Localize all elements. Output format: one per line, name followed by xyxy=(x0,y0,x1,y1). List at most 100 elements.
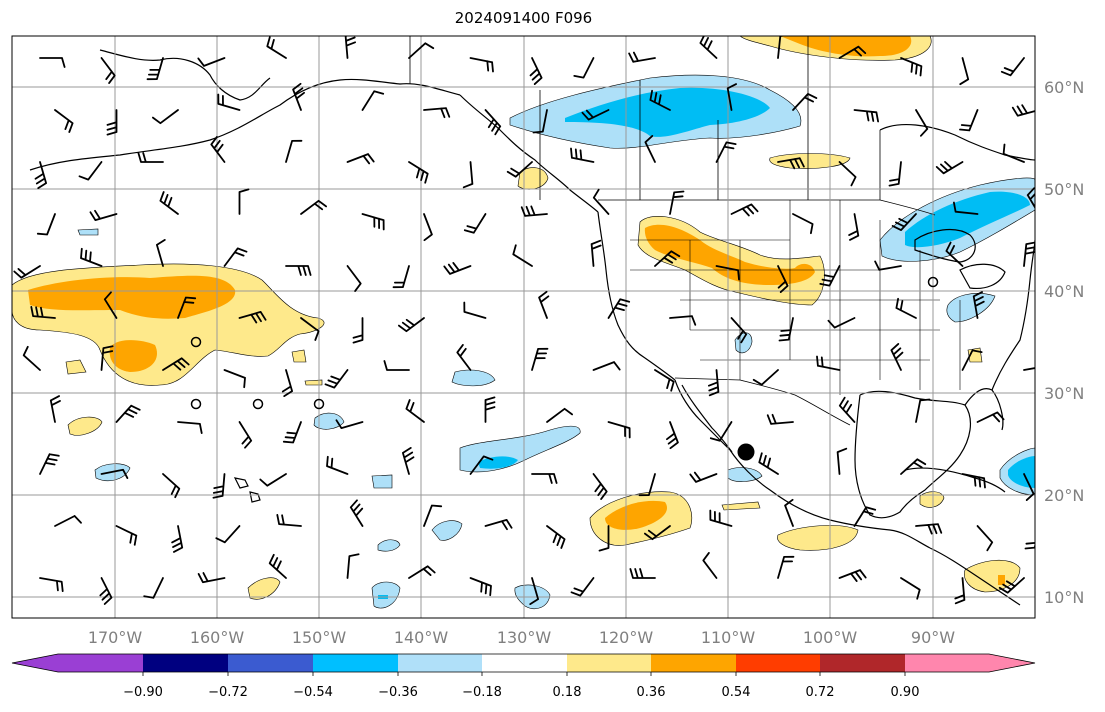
positive-anomaly-region xyxy=(919,491,945,508)
colorbar-tick-label: 0.72 xyxy=(806,685,835,700)
alaska-coastline xyxy=(99,49,271,101)
wind-barb xyxy=(100,57,116,84)
wind-barb xyxy=(162,473,181,499)
wind-barb xyxy=(215,525,241,544)
wind-barb xyxy=(709,509,733,527)
wind-barb xyxy=(853,506,877,527)
wind-barb xyxy=(900,458,927,475)
wind-barb xyxy=(1039,302,1062,318)
wind-barb xyxy=(848,213,860,241)
wind-barb xyxy=(276,514,302,527)
wind-barb xyxy=(54,515,82,527)
wind-barb xyxy=(456,344,472,371)
wind-barb xyxy=(689,471,718,483)
wind-barb xyxy=(715,141,737,163)
colorbar-extend-high xyxy=(989,654,1035,672)
wind-barb xyxy=(223,247,248,267)
wind-barb xyxy=(915,398,931,423)
wind-barb xyxy=(945,241,964,267)
wind-barb xyxy=(352,317,364,344)
negative-anomaly-region xyxy=(371,474,393,489)
wind-barb xyxy=(268,553,287,579)
wind-barb xyxy=(463,213,487,234)
wind-barb xyxy=(654,250,681,267)
wind-barb xyxy=(324,369,349,389)
wind-barb xyxy=(874,260,902,271)
wind-barb xyxy=(766,413,794,425)
wind-barb xyxy=(197,57,226,67)
wind-barb xyxy=(709,421,733,442)
wind-barb xyxy=(54,109,74,133)
wind-barb xyxy=(607,421,631,439)
wind-barb xyxy=(546,407,573,423)
wind-barb xyxy=(730,203,759,217)
wind-barb xyxy=(669,190,685,215)
wind-barb xyxy=(836,447,848,475)
wind-barb xyxy=(915,523,943,535)
wind-barb xyxy=(590,239,602,267)
wind-barb xyxy=(217,93,241,111)
colorbar-segment xyxy=(228,654,313,672)
wind-barb xyxy=(89,209,118,221)
wind-barb xyxy=(300,199,327,215)
positive-anomaly-region xyxy=(67,416,103,436)
lon-label: 140°W xyxy=(394,628,449,647)
wind-barb xyxy=(402,447,415,475)
negative-anomaly-region xyxy=(905,191,1030,248)
wind-barb xyxy=(100,345,114,371)
wind-barb xyxy=(238,421,253,449)
wind-barb xyxy=(777,555,795,579)
wind-barb xyxy=(649,89,671,111)
wind-barb xyxy=(398,317,425,333)
wind-barb xyxy=(532,109,548,134)
us-canada-border xyxy=(598,199,936,216)
wind-barb xyxy=(900,57,923,77)
wind-barb xyxy=(638,473,656,497)
wind-barb xyxy=(49,395,61,423)
wind-barb xyxy=(346,553,360,579)
wind-barb xyxy=(838,569,867,582)
central-america-coastline xyxy=(929,547,1021,606)
lon-label: 90°W xyxy=(911,628,955,647)
lat-label: 40°N xyxy=(1044,282,1084,301)
wind-barb xyxy=(80,247,103,267)
wind-barb xyxy=(469,455,494,475)
wind-barb xyxy=(285,139,303,163)
wind-barb xyxy=(702,552,718,579)
wind-barb xyxy=(778,317,794,342)
colorbar-tick-label: −0.36 xyxy=(378,685,418,700)
wind-barb xyxy=(156,239,166,267)
wind-barb xyxy=(1023,241,1035,267)
alaska-coastline xyxy=(29,78,461,171)
wind-barb xyxy=(758,452,779,475)
wind-barb xyxy=(959,57,970,86)
wind-barb xyxy=(349,499,364,527)
wind-barb xyxy=(715,265,740,281)
wind-barb xyxy=(159,191,179,215)
negative-anomaly-region xyxy=(1008,456,1035,488)
lat-label: 10°N xyxy=(1044,588,1084,607)
wind-barb xyxy=(959,109,979,132)
wind-barb xyxy=(531,347,549,371)
coastlines-and-borders xyxy=(29,36,1035,606)
positive-anomaly-region xyxy=(721,501,761,511)
colorbar-segment xyxy=(736,654,820,672)
wind-barb xyxy=(405,399,425,423)
us-west-coastline xyxy=(597,211,676,381)
wind-barb xyxy=(581,109,610,121)
wind-barb xyxy=(39,453,60,475)
colorbar-segment xyxy=(58,654,143,672)
lon-label: 170°W xyxy=(88,628,143,647)
wind-barb xyxy=(1000,57,1025,77)
wind-barb xyxy=(223,369,246,389)
negative-anomaly-region xyxy=(377,539,401,552)
wind-barb xyxy=(281,369,293,397)
wind-barb xyxy=(792,93,818,111)
negative-anomaly-region xyxy=(727,467,763,482)
wind-barb xyxy=(484,519,513,531)
wind-barb xyxy=(285,265,312,276)
colorbar-tick-label: 0.90 xyxy=(891,685,920,700)
wind-barb xyxy=(570,577,595,597)
wind-barb xyxy=(972,291,985,319)
wind-barb xyxy=(361,90,385,111)
